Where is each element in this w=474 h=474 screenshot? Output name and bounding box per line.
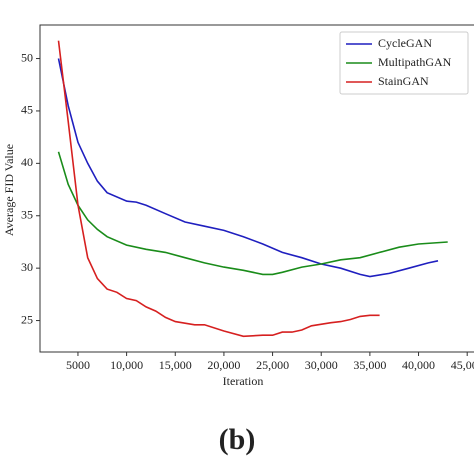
- x-tick-label: 20,000: [207, 358, 240, 372]
- x-tick-label: 45,000: [451, 358, 474, 372]
- y-tick-label: 45: [21, 103, 33, 117]
- legend-label: StainGAN: [378, 74, 429, 88]
- caption: (b): [219, 423, 256, 456]
- y-tick-label: 35: [21, 208, 33, 222]
- y-tick-label: 30: [21, 260, 33, 274]
- series-line: [57, 151, 448, 276]
- y-tick-label: 50: [21, 50, 33, 64]
- y-tick-label: 25: [21, 312, 33, 326]
- series-line: [57, 40, 380, 338]
- plot-frame: [39, 24, 474, 353]
- series-line: [57, 58, 439, 278]
- x-tick-label: 25,000: [256, 358, 289, 372]
- x-tick-label: 5000: [66, 358, 90, 372]
- x-tick-label: 10,000: [110, 358, 143, 372]
- legend-box: [339, 31, 469, 95]
- x-tick-label: 15,000: [159, 358, 192, 372]
- y-tick-label: 40: [21, 155, 33, 169]
- legend-label: CycleGAN: [378, 36, 432, 50]
- x-tick-label: 30,000: [305, 358, 338, 372]
- x-axis-label: Iteration: [223, 374, 264, 388]
- x-tick-label: 40,000: [402, 358, 435, 372]
- y-axis-label: Average FID Value: [2, 144, 16, 236]
- x-tick-label: 35,000: [353, 358, 386, 372]
- legend-label: MultipathGAN: [378, 55, 452, 69]
